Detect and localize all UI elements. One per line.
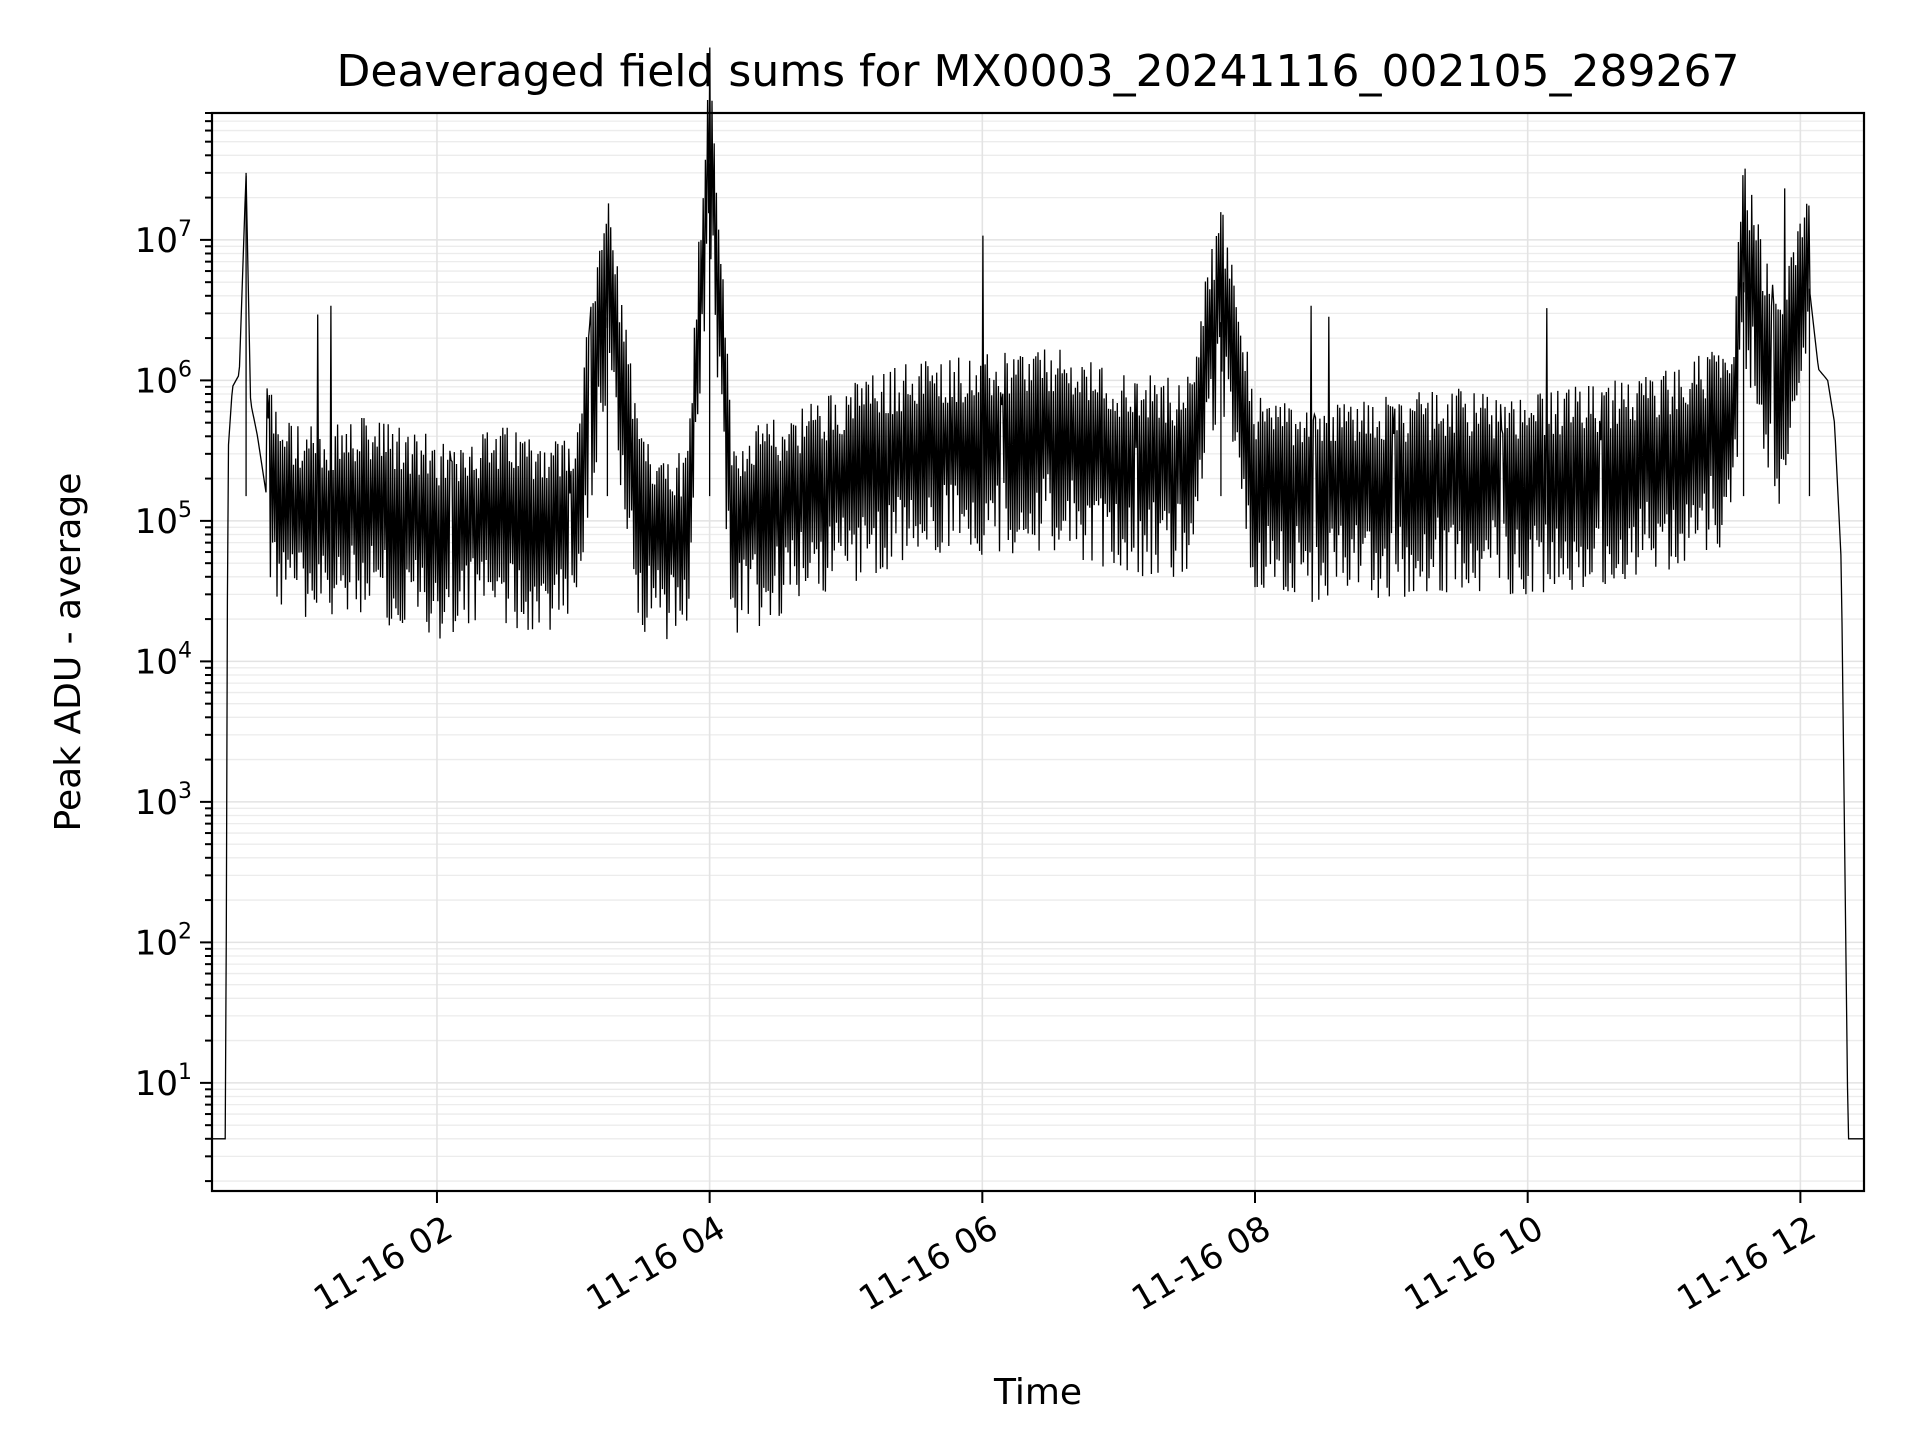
x-tick-label: 11-16 04: [580, 1208, 732, 1319]
y-tick-label: 102: [135, 919, 192, 963]
series-line: [212, 47, 1864, 1140]
x-tick-label: 11-16 06: [852, 1208, 1004, 1319]
plot-frame: [210, 111, 1866, 1193]
y-tick-label: 106: [135, 357, 192, 401]
x-axis-label: Time: [993, 1372, 1082, 1413]
y-axis-ticks: 101 102 103 104 105 106 107: [135, 112, 212, 1183]
y-axis-label: Peak ADU - average: [48, 473, 89, 832]
y-tick-label: 105: [135, 498, 192, 542]
x-tick-label: 11-16 10: [1398, 1208, 1550, 1319]
x-tick-label: 11-16 12: [1670, 1208, 1822, 1319]
x-axis-ticks: 11-16 02 11-16 04 11-16 06 11-16 08 11-16 10…: [307, 1191, 1823, 1319]
chart-title: Deaveraged field sums for MX0003_2024111…: [337, 46, 1740, 97]
y-tick-label: 101: [135, 1060, 192, 1104]
data-series-line: [212, 47, 1864, 1140]
y-tick-label: 107: [135, 217, 192, 261]
x-tick-label: 11-16 08: [1125, 1208, 1277, 1319]
x-tick-label: 11-16 02: [307, 1208, 459, 1319]
grid-lines: [212, 112, 1864, 1191]
y-tick-label: 103: [135, 779, 192, 823]
y-tick-label: 104: [135, 638, 192, 682]
